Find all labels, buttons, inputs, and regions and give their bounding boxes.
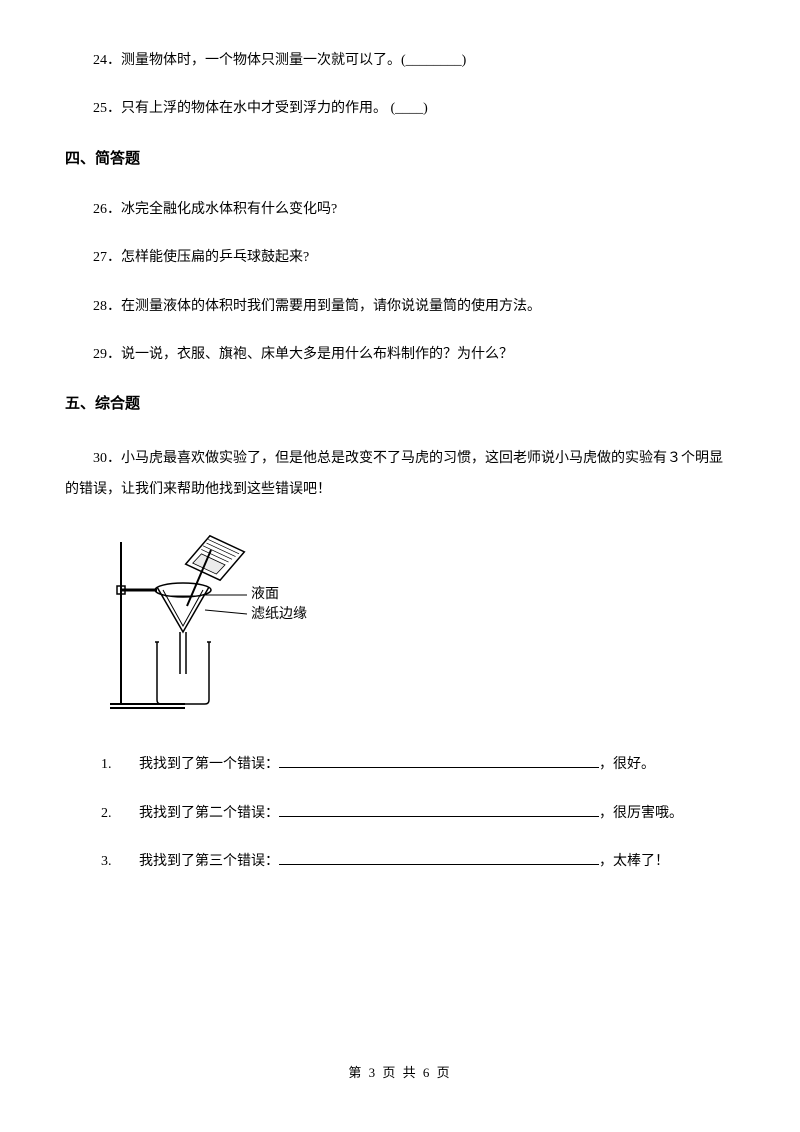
question-26: 26．冰完全融化成水体积有什么变化吗? xyxy=(65,199,735,221)
diagram-label-filter: 滤纸边缘 xyxy=(251,606,307,622)
question-24: 24．测量物体时，一个物体只测量一次就可以了。(________) xyxy=(65,50,735,72)
find-3-blank[interactable] xyxy=(279,851,599,865)
question-30: 30．小马虎最喜欢做实验了，但是他总是改变不了马虎的习惯，这回老师说小马虎做的实… xyxy=(65,444,735,506)
section-4-heading: 四、简答题 xyxy=(65,147,735,171)
find-1-label: 我找到了第一个错误： xyxy=(139,754,279,776)
section-5-heading: 五、综合题 xyxy=(65,392,735,416)
question-27: 27．怎样能使压扁的乒乓球鼓起来? xyxy=(65,247,735,269)
question-25: 25．只有上浮的物体在水中才受到浮力的作用。 (____) xyxy=(65,98,735,120)
find-2-num: 2. xyxy=(101,803,139,825)
find-3-num: 3. xyxy=(101,851,139,873)
find-error-2: 2. 我找到了第二个错误： ，很厉害哦。 xyxy=(65,803,735,825)
question-28: 28．在测量液体的体积时我们需要用到量筒，请你说说量筒的使用方法。 xyxy=(65,296,735,318)
question-29: 29．说一说，衣服、旗袍、床单大多是用什么布料制作的？为什么？ xyxy=(65,344,735,366)
find-2-blank[interactable] xyxy=(279,803,599,817)
find-3-label: 我找到了第三个错误： xyxy=(139,851,279,873)
find-1-tail: ，很好。 xyxy=(599,754,655,776)
diagram-label-liquid: 液面 xyxy=(251,586,279,602)
find-1-num: 1. xyxy=(101,754,139,776)
find-error-3: 3. 我找到了第三个错误： ，太棒了！ xyxy=(65,851,735,873)
find-2-label: 我找到了第二个错误： xyxy=(139,803,279,825)
find-1-blank[interactable] xyxy=(279,754,599,768)
find-2-tail: ，很厉害哦。 xyxy=(599,803,683,825)
find-3-tail: ，太棒了！ xyxy=(599,851,669,873)
find-error-1: 1. 我找到了第一个错误： ，很好。 xyxy=(65,754,735,776)
filtration-diagram: 液面 滤纸边缘 xyxy=(105,532,735,720)
page-footer: 第 3 页 共 6 页 xyxy=(0,1063,800,1084)
